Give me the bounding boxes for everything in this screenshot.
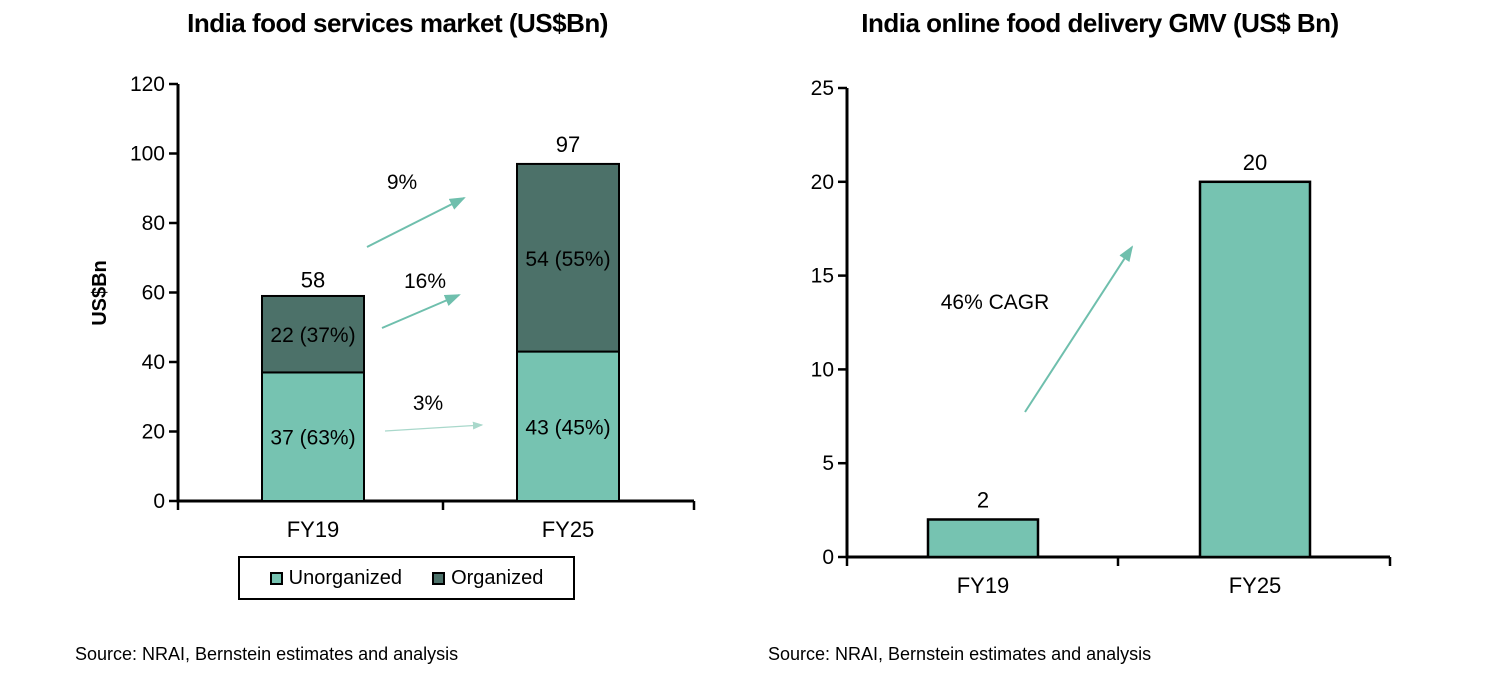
category-label-fy19: FY19	[957, 573, 1010, 598]
segment-label: 43 (45%)	[525, 416, 610, 439]
bar-fy19	[926, 518, 1040, 559]
y-tick-label: 5	[822, 452, 834, 475]
y-tick-label: 20	[811, 171, 834, 194]
annotation-label: 16%	[404, 270, 446, 293]
segment-label: 37 (63%)	[270, 427, 355, 450]
growth-arrow	[381, 294, 461, 329]
growth-arrow	[384, 421, 484, 432]
legend-label-organized: Organized	[451, 566, 544, 589]
food-services-panel: India food services market (US$Bn) 0 20 40…	[75, 8, 696, 664]
value-label: 20	[1243, 150, 1267, 175]
unorganized-swatch-icon	[269, 571, 283, 585]
y-tick-label: 100	[130, 143, 165, 166]
growth-arrow	[1024, 245, 1134, 413]
annotation-label: 46% CAGR	[941, 291, 1050, 314]
bar-fy25-organized	[516, 162, 620, 353]
online-gmv-chart: 0 5 10 15 20 25 FY19 FY25 2 20 46% CAGR	[811, 77, 1392, 598]
category-label-fy19: FY19	[287, 517, 340, 542]
annotation-label: 3%	[413, 392, 443, 415]
left-source-note: Source: NRAI, Bernstein estimates and an…	[75, 644, 459, 664]
total-label: 58	[301, 267, 325, 292]
annotation-label: 9%	[387, 171, 417, 194]
food-services-chart: 0 20 40 60 80 100 120 FY19 FY25 US$Bn 37 (63%) 22 (…	[89, 73, 696, 542]
right-source-note: Source: NRAI, Bernstein estimates and an…	[768, 644, 1152, 664]
legend-label-unorganized: Unorganized	[288, 566, 403, 589]
legend-item-unorganized: Unorganized	[269, 566, 403, 590]
online-gmv-panel: India online food delivery GMV (US$ Bn) …	[750, 0, 1500, 695]
y-tick-label: 0	[822, 546, 834, 569]
category-label-fy25: FY25	[1229, 573, 1282, 598]
chart-legend: Unorganized Organized	[238, 556, 575, 600]
bar-fy25	[1198, 180, 1312, 559]
left-chart-title: India food services market (US$Bn)	[187, 8, 608, 38]
bar-fy25-unorganized	[516, 350, 620, 503]
y-tick-label: 60	[142, 282, 165, 305]
y-tick-label: 25	[811, 77, 834, 100]
segment-label: 54 (55%)	[525, 248, 610, 271]
bar-fy19-organized	[261, 294, 365, 374]
segment-label: 22 (37%)	[270, 324, 355, 347]
y-tick-label: 10	[811, 358, 834, 381]
y-axis-title: US$Bn	[89, 260, 111, 326]
y-tick-label: 120	[130, 73, 165, 96]
y-tick-label: 0	[153, 490, 165, 513]
organized-swatch-icon	[432, 571, 446, 585]
y-tick-label: 20	[142, 421, 165, 444]
legend-item-organized: Organized	[432, 567, 543, 590]
y-tick-label: 80	[142, 212, 165, 235]
growth-arrow	[366, 197, 466, 248]
right-chart-title: India online food delivery GMV (US$ Bn)	[861, 8, 1339, 38]
y-tick-label: 40	[142, 351, 165, 374]
total-label: 97	[556, 132, 580, 157]
y-tick-label: 15	[811, 265, 834, 288]
category-label-fy25: FY25	[542, 517, 595, 542]
value-label: 2	[977, 487, 989, 512]
bar-fy19-unorganized	[261, 371, 365, 502]
